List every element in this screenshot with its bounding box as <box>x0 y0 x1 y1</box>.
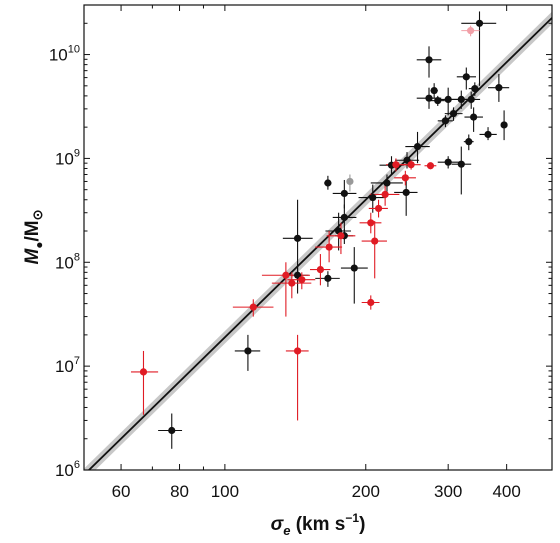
data-point-red-0 <box>139 368 148 376</box>
y-tick-exponent: 9 <box>74 147 80 159</box>
x-tick-label-100: 100 <box>211 482 239 501</box>
data-point-red-3 <box>288 279 296 287</box>
data-point-red-16 <box>407 161 415 169</box>
y-tick-exponent: 7 <box>74 355 80 367</box>
data-point-black-4 <box>324 274 332 282</box>
x-axis-title: σe (km s−1) <box>271 511 366 538</box>
x-tick-label-80: 80 <box>170 482 189 501</box>
data-point-black-29 <box>467 95 475 104</box>
x-tick-label-300: 300 <box>434 482 462 501</box>
data-point-black-16 <box>413 142 422 151</box>
y-tick-exponent: 6 <box>74 459 80 471</box>
data-point-red-12 <box>374 204 383 213</box>
y-tick-label-1e8: 108 <box>55 251 80 272</box>
y-tick-base: 10 <box>49 46 68 65</box>
y-axis-symbol: M <box>22 248 43 265</box>
y-tick-label-1e9: 109 <box>55 147 80 168</box>
x-axis-symbol: σ <box>271 514 285 535</box>
data-point-red-4 <box>293 347 302 355</box>
data-point-red-17 <box>426 162 435 170</box>
data-point-black-30 <box>470 113 478 121</box>
data-point-black-12 <box>383 179 391 187</box>
y-tick-label-1e10: 1010 <box>49 44 80 65</box>
data-point-black-22 <box>444 95 452 104</box>
data-point-red-15 <box>401 174 409 182</box>
data-point-red-9 <box>367 298 375 307</box>
data-point-black-27 <box>462 73 470 81</box>
y-tick-label-1e7: 107 <box>55 355 80 376</box>
y-axis-title: M●/M⊙ <box>22 209 46 264</box>
data-point-red-11 <box>371 237 379 245</box>
data-point-black-11 <box>369 193 377 202</box>
data-point-black-21 <box>441 117 450 125</box>
data-point-black-5 <box>324 179 332 187</box>
data-point-black-31 <box>471 85 479 93</box>
data-point-red-1 <box>249 303 257 311</box>
y-tick-base: 10 <box>55 253 74 272</box>
data-point-red-13 <box>381 190 389 199</box>
data-point-black-10 <box>350 264 358 272</box>
data-point-black-14 <box>402 188 410 197</box>
data-point-black-18 <box>425 56 433 64</box>
y-tick-exponent: 8 <box>74 251 80 263</box>
data-point-red-6 <box>316 266 325 274</box>
data-point-red-5 <box>298 276 306 284</box>
data-point-black-24 <box>449 110 458 118</box>
data-point-black-23 <box>444 158 452 166</box>
y-axis-subscript: ● <box>32 241 46 248</box>
y-axis-sun-symbol: ⊙ <box>30 209 45 220</box>
x-axis-subscript: e <box>283 523 290 538</box>
data-point-black-33 <box>484 130 492 139</box>
data-point-red-10 <box>367 219 375 227</box>
data-point-red-2 <box>282 271 290 279</box>
y-axis-slash: /M <box>22 220 43 241</box>
x-axis-units: (km s <box>290 514 345 535</box>
data-point-red-7 <box>325 243 333 251</box>
x-tick-label-60: 60 <box>112 482 131 501</box>
data-point-black-32 <box>475 19 484 27</box>
y-tick-exponent: 10 <box>68 44 80 56</box>
data-point-black-35 <box>500 121 508 129</box>
data-point-black-26 <box>457 160 465 168</box>
fit-band-layer <box>84 11 552 470</box>
x-tick-labels: 60 80 100 200 300 400 <box>112 482 521 501</box>
data-point-black-1 <box>244 347 252 355</box>
fit-uncertainty-band <box>84 11 552 470</box>
data-point-black-28 <box>465 138 473 146</box>
error-bar-layer <box>130 11 510 449</box>
x-axis-units-exponent: −1 <box>345 511 359 525</box>
data-point-black-8 <box>340 189 348 198</box>
fit-line <box>87 17 552 470</box>
tick-marks-layer <box>83 4 553 471</box>
y-tick-base: 10 <box>55 461 74 480</box>
data-point-pink-0 <box>467 27 475 35</box>
data-point-black-34 <box>495 84 503 92</box>
data-point-black-2 <box>293 234 302 242</box>
x-tick-label-200: 200 <box>352 482 380 501</box>
y-tick-base: 10 <box>55 357 74 376</box>
data-point-black-19 <box>430 86 438 95</box>
x-axis-units-close: ) <box>359 514 365 535</box>
y-tick-base: 10 <box>55 149 74 168</box>
data-point-red-14 <box>392 161 400 169</box>
data-point-black-17 <box>425 94 433 102</box>
fit-line-layer <box>87 17 552 470</box>
y-tick-label-1e6: 106 <box>55 459 80 480</box>
plot-frame <box>83 4 553 471</box>
data-points-layer <box>139 19 508 435</box>
data-point-black-0 <box>168 426 176 435</box>
data-point-black-20 <box>434 97 442 105</box>
x-tick-label-400: 400 <box>492 482 520 501</box>
data-point-gray-0 <box>346 177 354 186</box>
data-point-black-7 <box>340 213 348 222</box>
data-point-black-25 <box>457 95 465 104</box>
data-point-red-8 <box>337 232 345 240</box>
